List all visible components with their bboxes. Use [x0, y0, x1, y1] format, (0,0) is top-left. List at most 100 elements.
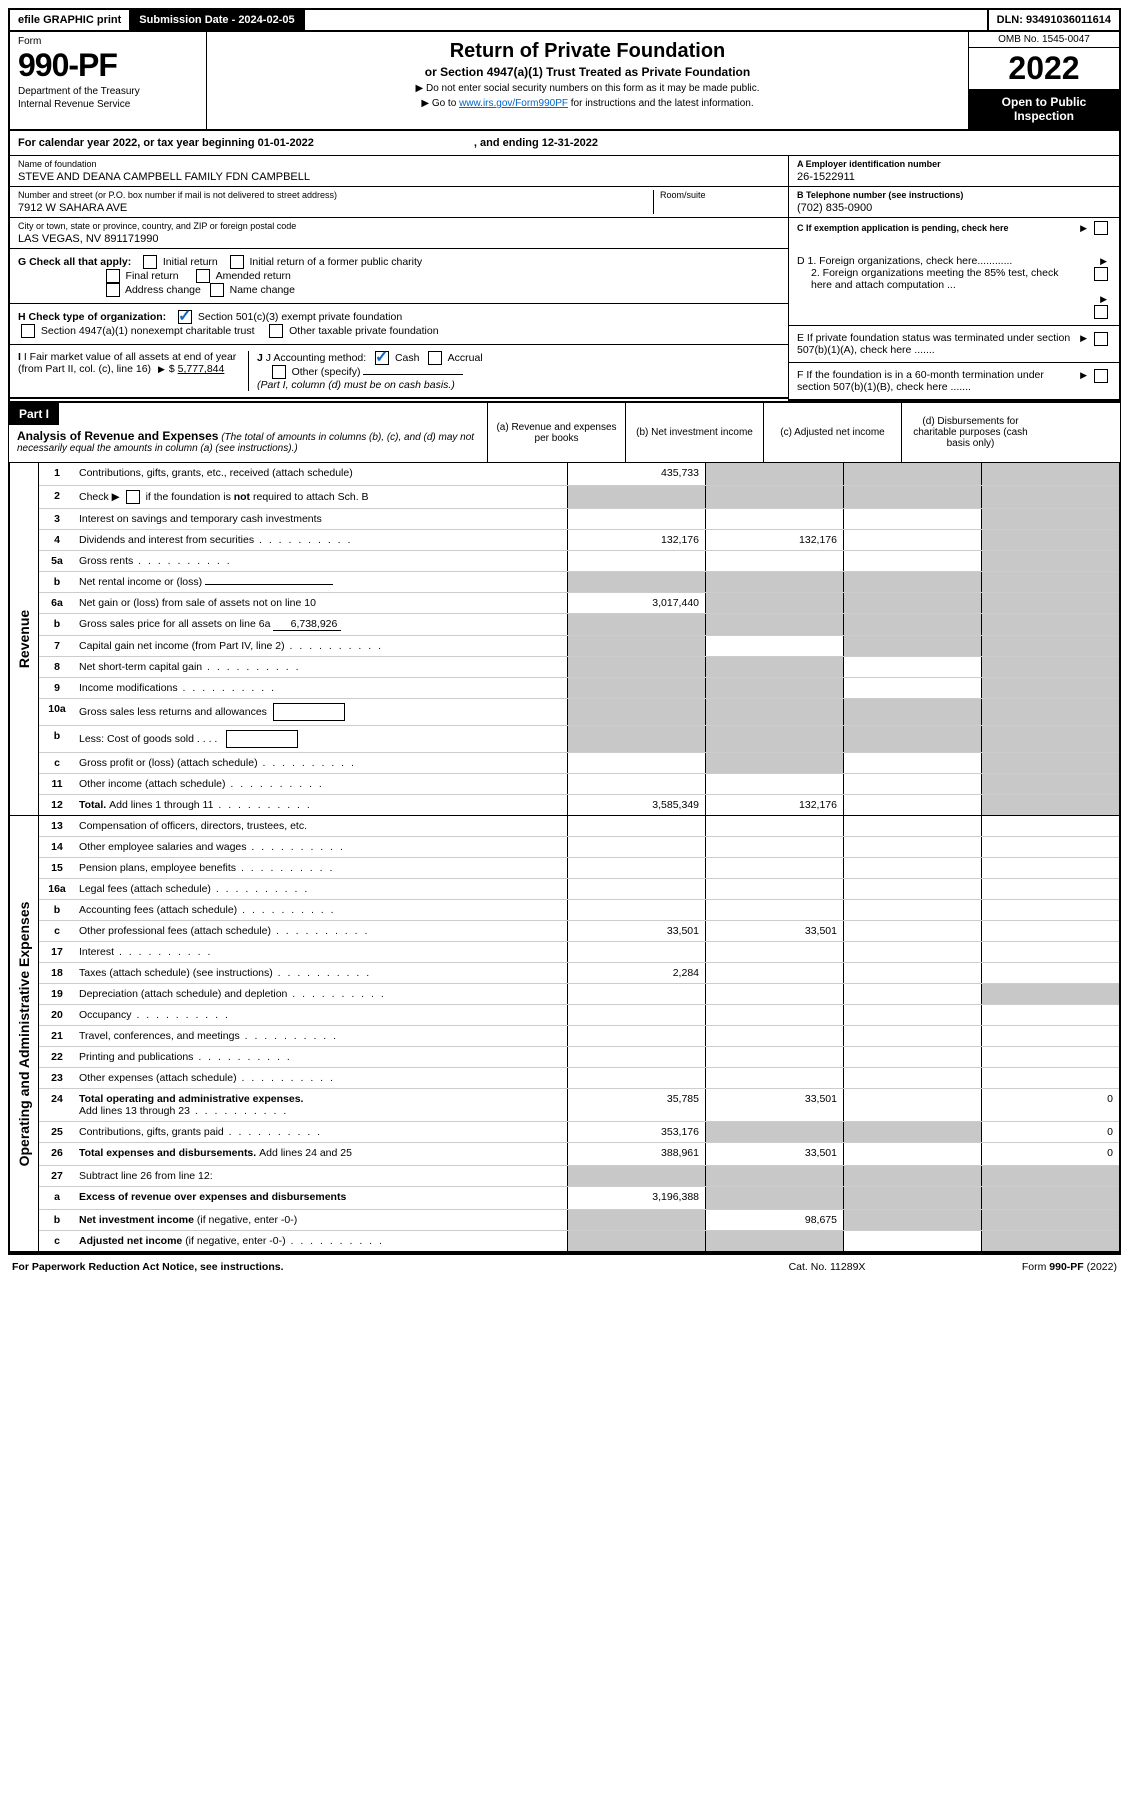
j-note: (Part I, column (d) must be on cash basi…: [257, 379, 455, 391]
h-other-checkbox[interactable]: [269, 324, 283, 338]
g-final-checkbox[interactable]: [106, 269, 120, 283]
j-other: Other (specify): [292, 366, 361, 378]
r26-b: 33,501: [705, 1143, 843, 1165]
g-addr-checkbox[interactable]: [106, 283, 120, 297]
f-checkbox[interactable]: [1094, 369, 1108, 383]
r27a-a: 3,196,388: [567, 1187, 705, 1209]
phone-label: B Telephone number (see instructions): [797, 190, 1111, 200]
r26-d: 0: [981, 1143, 1119, 1165]
open-public-badge: Open to Public Inspection: [969, 89, 1119, 129]
revenue-side-label: Revenue: [10, 463, 39, 815]
arrow-icon: [1100, 255, 1107, 267]
ij-row: I I Fair market value of all assets at e…: [10, 345, 788, 399]
arrow-icon: [1080, 223, 1087, 234]
table-row: 16aLegal fees (attach schedule): [39, 879, 1119, 900]
h-other: Other taxable private foundation: [289, 325, 438, 337]
g-name-checkbox[interactable]: [210, 283, 224, 297]
d1-checkbox[interactable]: [1094, 267, 1108, 281]
table-row: 6aNet gain or (loss) from sale of assets…: [39, 593, 1119, 614]
r25-d: 0: [981, 1122, 1119, 1142]
col-c-header: (c) Adjusted net income: [764, 403, 902, 462]
address-cell: Number and street (or P.O. box number if…: [10, 187, 788, 218]
j-accrual-checkbox[interactable]: [428, 351, 442, 365]
part1-title: Analysis of Revenue and Expenses: [17, 429, 218, 443]
c-pending-cell: C If exemption application is pending, c…: [789, 218, 1119, 238]
form-header: Form 990-PF Department of the Treasury I…: [8, 32, 1121, 131]
table-row: 4Dividends and interest from securities1…: [39, 530, 1119, 551]
efile-print-label[interactable]: efile GRAPHIC print: [10, 10, 131, 30]
d-row: D 1. Foreign organizations, check here..…: [789, 249, 1119, 326]
r24-b: 33,501: [705, 1089, 843, 1121]
year-block: OMB No. 1545-0047 2022 Open to Public In…: [968, 32, 1119, 129]
j-other-checkbox[interactable]: [272, 365, 286, 379]
instr-link-post: for instructions and the latest informat…: [568, 98, 754, 109]
g-amended: Amended return: [216, 270, 291, 282]
phone-value: (702) 835-0900: [797, 202, 1111, 214]
foundation-name-cell: Name of foundation STEVE AND DEANA CAMPB…: [10, 156, 788, 187]
d2-checkbox[interactable]: [1094, 305, 1108, 319]
g-initial-checkbox[interactable]: [143, 255, 157, 269]
table-row: 5aGross rents: [39, 551, 1119, 572]
r27b-b: 98,675: [705, 1210, 843, 1230]
table-row: 14Other employee salaries and wages: [39, 837, 1119, 858]
r2-checkbox[interactable]: [126, 490, 140, 504]
e-label: E If private foundation status was termi…: [797, 332, 1076, 356]
calendar-year-row: For calendar year 2022, or tax year begi…: [8, 131, 1121, 156]
address: 7912 W SAHARA AVE: [18, 202, 653, 214]
irs-link[interactable]: www.irs.gov/Form990PF: [459, 98, 568, 109]
table-row: 1Contributions, gifts, grants, etc., rec…: [39, 463, 1119, 486]
g-final: Final return: [126, 270, 179, 282]
g-row: G Check all that apply: Initial return I…: [10, 249, 788, 304]
table-row: cAdjusted net income (if negative, enter…: [39, 1231, 1119, 1251]
d1-label: D 1. Foreign organizations, check here..…: [797, 255, 1012, 267]
j-cash-checkbox[interactable]: [375, 351, 389, 365]
top-bar: efile GRAPHIC print Submission Date - 20…: [8, 8, 1121, 32]
i-value: 5,777,844: [178, 363, 225, 375]
table-row: 22Printing and publications: [39, 1047, 1119, 1068]
omb-number: OMB No. 1545-0047: [969, 32, 1119, 48]
g-amended-checkbox[interactable]: [196, 269, 210, 283]
part1-title-cell: Part I Analysis of Revenue and Expenses …: [9, 403, 488, 462]
instr-link-pre: ▶ Go to: [421, 98, 459, 109]
r18-a: 2,284: [567, 963, 705, 983]
table-row: 12Total. Add lines 1 through 113,585,349…: [39, 795, 1119, 815]
identification-block: Name of foundation STEVE AND DEANA CAMPB…: [8, 156, 1121, 249]
c-pending-checkbox[interactable]: [1094, 221, 1108, 235]
expenses-side-label: Operating and Administrative Expenses: [10, 816, 39, 1251]
cal-year-begin: For calendar year 2022, or tax year begi…: [18, 137, 314, 149]
h-501c3-checkbox[interactable]: [178, 310, 192, 324]
arrow-icon: [158, 363, 165, 375]
table-row: 26Total expenses and disbursements. Add …: [39, 1143, 1119, 1166]
g-initial-former-checkbox[interactable]: [230, 255, 244, 269]
table-row: 9Income modifications: [39, 678, 1119, 699]
revenue-section: Revenue 1Contributions, gifts, grants, e…: [8, 463, 1121, 816]
city-state-zip: LAS VEGAS, NV 891171990: [18, 233, 780, 245]
instr-ssn: ▶ Do not enter social security numbers o…: [215, 83, 960, 94]
r12-b: 132,176: [705, 795, 843, 815]
name-label: Name of foundation: [18, 159, 780, 169]
form-id-block: Form 990-PF Department of the Treasury I…: [10, 32, 207, 129]
dept-irs: Internal Revenue Service: [18, 99, 198, 110]
table-row: 15Pension plans, employee benefits: [39, 858, 1119, 879]
table-row: 3Interest on savings and temporary cash …: [39, 509, 1119, 530]
r4-b: 132,176: [705, 530, 843, 550]
part1-header-row: Part I Analysis of Revenue and Expenses …: [8, 401, 1121, 463]
form-title: Return of Private Foundation: [215, 40, 960, 63]
form-number: 990-PF: [18, 47, 198, 84]
e-checkbox[interactable]: [1094, 332, 1108, 346]
table-row: 11Other income (attach schedule): [39, 774, 1119, 795]
form-reference: Form 990-PF (2022): [957, 1261, 1117, 1273]
table-row: bNet rental income or (loss): [39, 572, 1119, 593]
r24-d: 0: [981, 1089, 1119, 1121]
arrow-icon: [1100, 293, 1107, 305]
foundation-name: STEVE AND DEANA CAMPBELL FAMILY FDN CAMP…: [18, 171, 780, 183]
h-4947-checkbox[interactable]: [21, 324, 35, 338]
ein-label: A Employer identification number: [797, 159, 1111, 169]
table-row: 17Interest: [39, 942, 1119, 963]
g-addr: Address change: [125, 284, 201, 296]
r4-a: 132,176: [567, 530, 705, 550]
table-row: 7Capital gain net income (from Part IV, …: [39, 636, 1119, 657]
cal-year-end: , and ending 12-31-2022: [474, 137, 598, 149]
table-row: bAccounting fees (attach schedule): [39, 900, 1119, 921]
part1-badge: Part I: [9, 403, 59, 425]
